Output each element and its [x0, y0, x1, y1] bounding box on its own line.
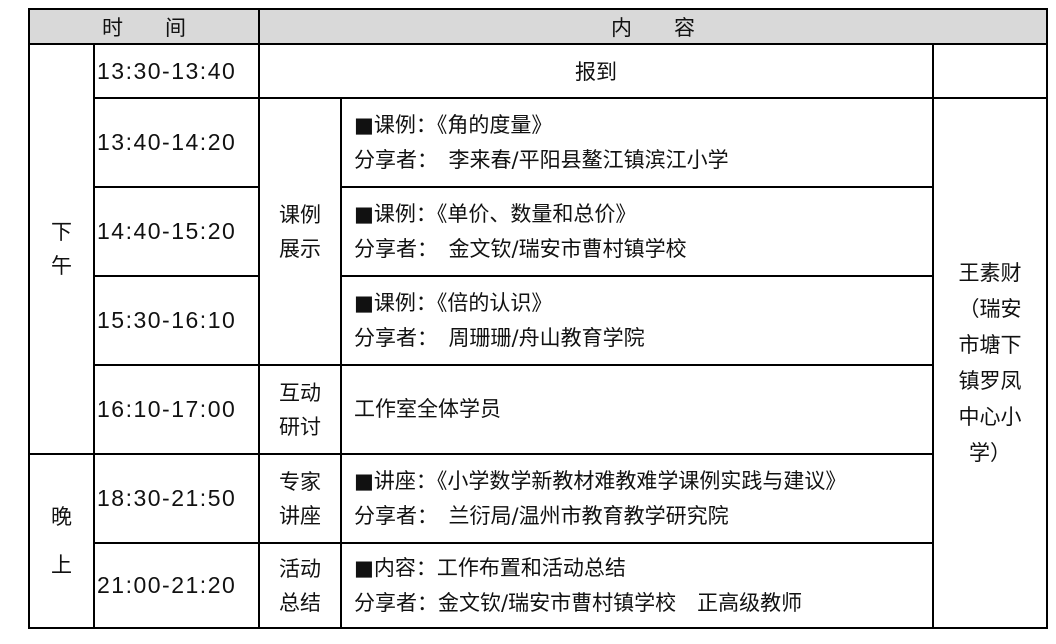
session-speaker: 分享者： 兰衍局/温州市教育教学研究院 — [354, 503, 729, 528]
session-title: ■课例：《角的度量》 — [354, 112, 553, 137]
type-cell: 课例 展示 — [258, 97, 342, 366]
time-cell: 13:40-14:20 — [93, 97, 260, 188]
session-title: ■讲座：《小学数学新教材难教难学课例实践与建议》 — [354, 468, 847, 493]
time-cell: 18:30-21:50 — [93, 453, 260, 544]
content-cell: ■课例：《倍的认识》分享者： 周珊珊/舟山教育学院 — [340, 275, 934, 366]
time-cell: 15:30-16:10 — [93, 275, 260, 366]
content-cell: 工作室全体学员 — [340, 364, 934, 455]
table-row: 下 午 13:30-13:40 报到 — [28, 43, 1049, 455]
session-title: ■内容：工作布置和活动总结 — [354, 555, 626, 580]
session-title: ■课例：《倍的认识》 — [354, 290, 553, 315]
table-row: 21:00-21:20 活动 总结 ■内容：工作布置和活动总结分享者：金文钦/瑞… — [29, 542, 1047, 629]
session-speaker: 分享者： 金文钦/瑞安市曹村镇学校 — [354, 236, 687, 261]
empty-cell — [931, 43, 1049, 99]
period-evening: 晚 上 — [28, 453, 95, 629]
session-speaker: 分享者： 周珊珊/舟山教育学院 — [354, 325, 645, 350]
time-cell: 16:10-17:00 — [93, 364, 260, 455]
type-cell: 活动 总结 — [258, 542, 342, 629]
type-cell: 专家 讲座 — [258, 453, 342, 544]
host-cell: 王素财 （瑞安 市塘下 镇罗凤 中心小 学） — [931, 97, 1049, 629]
content-cell: 报到 — [258, 43, 934, 99]
content-cell: ■内容：工作布置和活动总结分享者：金文钦/瑞安市曹村镇学校 正高级教师 — [340, 542, 934, 629]
schedule-table: 时 间 内 容 下 午 13:30-13:40 报到 13:40-14:20 课… — [28, 8, 1049, 629]
table-row: 16:10-17:00 互动 研讨 工作室全体学员 — [29, 364, 1047, 455]
table-row: 15:30-16:10 ■课例：《倍的认识》分享者： 周珊珊/舟山教育学院 — [29, 275, 1047, 366]
header-time: 时 间 — [28, 8, 260, 45]
time-cell: 21:00-21:20 — [93, 542, 260, 629]
table-row: 13:40-14:20 课例 展示 ■课例：《角的度量》分享者： 李来春/平阳县… — [29, 97, 1049, 629]
content-cell: ■讲座：《小学数学新教材难教难学课例实践与建议》 分享者： 兰衍局/温州市教育教学… — [340, 453, 934, 544]
time-cell: 13:30-13:40 — [93, 43, 260, 99]
table-row: 14:40-15:20 ■课例：《单价、数量和总价》分享者： 金文钦/瑞安市曹村… — [29, 186, 1047, 277]
content-cell: ■课例：《角的度量》分享者： 李来春/平阳县鳌江镇滨江小学 — [340, 97, 934, 188]
header-row: 时 间 内 容 — [28, 8, 1049, 45]
content-cell: ■课例：《单价、数量和总价》分享者： 金文钦/瑞安市曹村镇学校 — [340, 186, 934, 277]
header-content: 内 容 — [257, 8, 1049, 45]
period-afternoon: 下 午 — [28, 43, 95, 455]
table-row: 晚 上 18:30-21:50 专家 讲座 ■讲座：《小学数学新教材难教难学课例… — [28, 453, 1047, 629]
time-cell: 14:40-15:20 — [93, 186, 260, 277]
session-title: ■课例：《单价、数量和总价》 — [354, 201, 637, 226]
session-speaker: 分享者： 李来春/平阳县鳌江镇滨江小学 — [354, 147, 729, 172]
type-cell: 互动 研讨 — [258, 364, 342, 455]
session-speaker: 分享者：金文钦/瑞安市曹村镇学校 正高级教师 — [354, 590, 803, 615]
